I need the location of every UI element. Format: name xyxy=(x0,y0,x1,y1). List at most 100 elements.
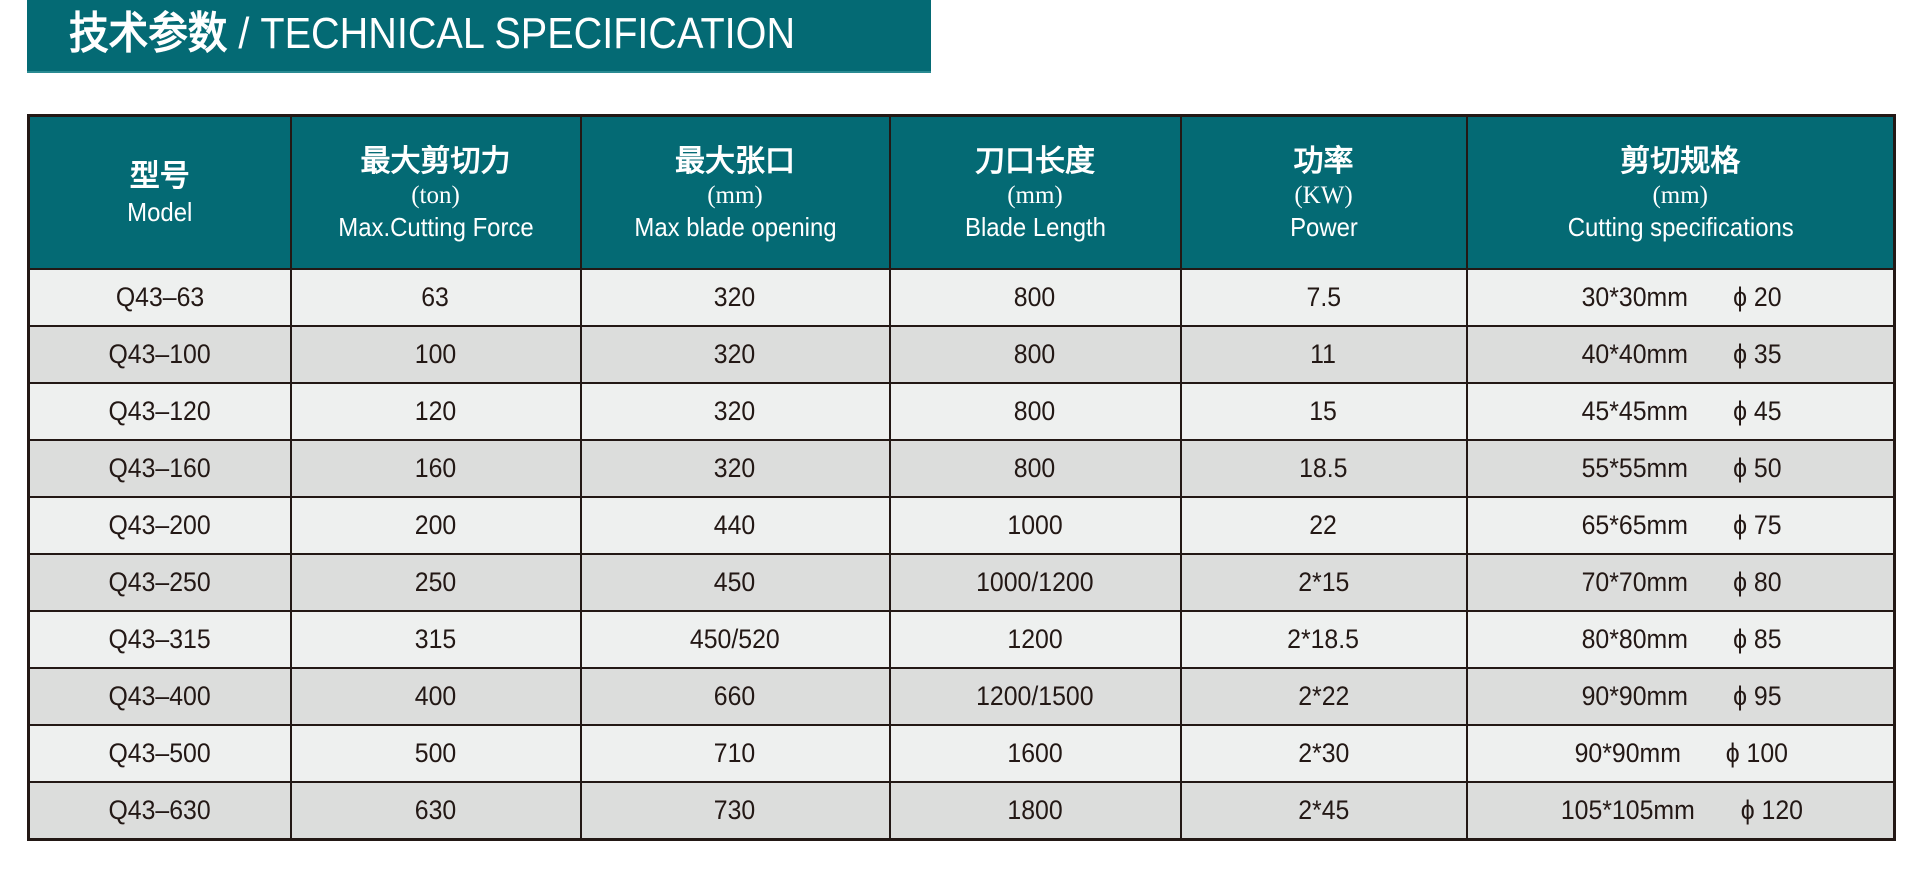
cell-blade: 1800 xyxy=(888,781,1182,841)
cell-opening-value: 320 xyxy=(714,282,756,312)
cell-spec: 40*40mm ϕ 35 xyxy=(1465,325,1896,384)
cell-spec-diameter: ϕ 75 xyxy=(1732,510,1782,540)
column-header: 剪切规格 (mm) Cutting specifications xyxy=(1465,114,1896,270)
cell-spec-diameter: ϕ 35 xyxy=(1732,339,1782,369)
cell-spec: 90*90mm ϕ 100 xyxy=(1465,724,1896,783)
column-header: 刀口长度 (mm) Blade Length xyxy=(888,114,1182,270)
cell-model: Q43–100 xyxy=(27,325,292,384)
cell-spec-square: 90*90mm xyxy=(1581,681,1689,711)
cell-model-value: Q43–200 xyxy=(108,510,211,540)
cell-power: 7.5 xyxy=(1179,268,1468,327)
cell-opening-value: 730 xyxy=(714,795,756,825)
cell-power: 2*18.5 xyxy=(1179,610,1468,669)
column-header-cn: 功率 xyxy=(1293,143,1354,179)
cell-opening-value: 660 xyxy=(714,681,756,711)
column-header-unit: (mm) xyxy=(1007,181,1063,209)
cell-power-value: 7.5 xyxy=(1306,282,1341,312)
cell-blade-value: 1200 xyxy=(1007,624,1063,654)
column-header-unit: (KW) xyxy=(1294,181,1353,209)
column-header-cn: 最大剪切力 xyxy=(360,143,511,179)
table-row: Q43–630 630 730 1800 2*45 105*105mm ϕ 120 xyxy=(27,781,1896,841)
cell-spec-square: 40*40mm xyxy=(1581,339,1689,369)
cell-force: 200 xyxy=(289,496,582,555)
spec-table: 型号 Model 最大剪切力 (ton) Max.Cutting Force 最大张口 (m… xyxy=(27,114,1896,841)
cell-force: 100 xyxy=(289,325,582,384)
cell-spec-diameter: ϕ 85 xyxy=(1732,624,1782,654)
cell-force-value: 400 xyxy=(414,681,457,711)
cell-blade-value: 800 xyxy=(1014,339,1056,369)
column-header: 功率 (KW) Power xyxy=(1179,114,1468,270)
cell-model-value: Q43–400 xyxy=(108,681,211,711)
cell-blade-value: 1200/1500 xyxy=(976,681,1094,711)
cell-model-value: Q43–100 xyxy=(108,339,211,369)
cell-power: 15 xyxy=(1179,382,1468,441)
cell-spec: 65*65mm ϕ 75 xyxy=(1465,496,1896,555)
cell-opening: 320 xyxy=(579,439,891,498)
cell-spec-square: 105*105mm xyxy=(1560,795,1695,825)
cell-model-value: Q43–160 xyxy=(108,453,211,483)
column-header-en: Max blade opening xyxy=(633,211,837,242)
column-header-en: Blade Length xyxy=(964,211,1106,242)
cell-opening: 320 xyxy=(579,382,891,441)
cell-model-value: Q43–250 xyxy=(108,567,211,597)
cell-spec-diameter: ϕ 120 xyxy=(1740,795,1804,825)
column-header: 型号 Model xyxy=(27,114,292,270)
cell-force: 400 xyxy=(289,667,582,726)
cell-model-value: Q43–630 xyxy=(108,795,211,825)
cell-opening: 730 xyxy=(579,781,891,841)
table-body: Q43–63 63 320 800 7.5 30*30mm ϕ 20 Q43–100 100 32… xyxy=(27,268,1896,841)
cell-model: Q43–200 xyxy=(27,496,292,555)
cell-opening: 710 xyxy=(579,724,891,783)
cell-blade-value: 1600 xyxy=(1007,738,1063,768)
cell-spec-square: 45*45mm xyxy=(1581,396,1689,426)
cell-power: 2*30 xyxy=(1179,724,1468,783)
cell-power: 22 xyxy=(1179,496,1468,555)
cell-force-value: 630 xyxy=(414,795,457,825)
cell-power: 2*22 xyxy=(1179,667,1468,726)
title-en: TECHNICAL SPECIFICATION xyxy=(260,9,796,58)
cell-opening: 450/520 xyxy=(579,610,891,669)
cell-force: 63 xyxy=(289,268,582,327)
column-header-unit: (mm) xyxy=(707,181,763,209)
title-cn: 技术参数 xyxy=(69,8,228,59)
cell-blade: 800 xyxy=(888,439,1182,498)
cell-blade-value: 1800 xyxy=(1007,795,1063,825)
table-row: Q43–250 250 450 1000/1200 2*15 70*70mm ϕ 80 xyxy=(27,553,1896,612)
table-row: Q43–500 500 710 1600 2*30 90*90mm ϕ 100 xyxy=(27,724,1896,783)
cell-blade-value: 1000 xyxy=(1007,510,1063,540)
cell-power-value: 22 xyxy=(1309,510,1338,540)
cell-model-value: Q43–63 xyxy=(115,282,204,312)
cell-power: 11 xyxy=(1179,325,1468,384)
cell-model: Q43–120 xyxy=(27,382,292,441)
cell-blade: 800 xyxy=(888,325,1182,384)
cell-spec-diameter: ϕ 50 xyxy=(1732,453,1782,483)
cell-spec: 70*70mm ϕ 80 xyxy=(1465,553,1896,612)
cell-force-value: 315 xyxy=(414,624,457,654)
cell-power-value: 2*45 xyxy=(1297,795,1350,825)
table-row: Q43–200 200 440 1000 22 65*65mm ϕ 75 xyxy=(27,496,1896,555)
header-row: 型号 Model 最大剪切力 (ton) Max.Cutting Force 最大张口 (m… xyxy=(27,114,1896,270)
cell-opening-value: 440 xyxy=(714,510,756,540)
cell-power-value: 2*18.5 xyxy=(1287,624,1360,654)
cell-spec-diameter: ϕ 45 xyxy=(1732,396,1782,426)
cell-blade: 800 xyxy=(888,382,1182,441)
column-header-en: Max.Cutting Force xyxy=(337,211,534,242)
page-title: 技术参数 / TECHNICAL SPECIFICATION xyxy=(69,8,795,60)
cell-spec-diameter: ϕ 100 xyxy=(1725,738,1789,768)
cell-force: 120 xyxy=(289,382,582,441)
cell-opening: 320 xyxy=(579,268,891,327)
cell-spec: 105*105mm ϕ 120 xyxy=(1465,781,1896,841)
cell-blade: 1200 xyxy=(888,610,1182,669)
cell-opening-value: 710 xyxy=(714,738,756,768)
column-header-en: Cutting specifications xyxy=(1567,211,1794,242)
cell-spec: 55*55mm ϕ 50 xyxy=(1465,439,1896,498)
column-header-unit: (ton) xyxy=(411,181,460,209)
cell-model-value: Q43–315 xyxy=(108,624,211,654)
cell-model: Q43–500 xyxy=(27,724,292,783)
cell-opening-value: 320 xyxy=(714,453,756,483)
column-header-unit: (mm) xyxy=(1652,181,1709,209)
table-row: Q43–400 400 660 1200/1500 2*22 90*90mm ϕ 95 xyxy=(27,667,1896,726)
cell-force-value: 200 xyxy=(414,510,457,540)
cell-opening: 320 xyxy=(579,325,891,384)
cell-force-value: 120 xyxy=(414,396,457,426)
